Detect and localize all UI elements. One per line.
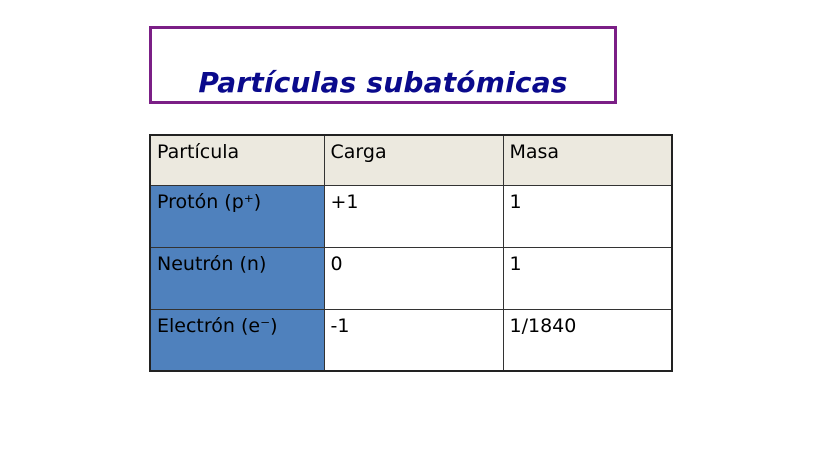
cell-charge: +1: [323, 184, 504, 248]
cell-particle: Neutrón (n): [149, 246, 325, 310]
cell-particle: Protón (p⁺): [149, 184, 325, 248]
table-row: Electrón (e⁻) -1 1/1840: [149, 308, 673, 372]
title-box: Partículas subatómicas: [149, 26, 617, 104]
cell-particle: Electrón (e⁻): [149, 308, 325, 372]
header-particle: Partícula: [149, 134, 325, 186]
cell-mass: 1/1840: [502, 308, 673, 372]
header-charge: Carga: [323, 134, 504, 186]
cell-charge: 0: [323, 246, 504, 310]
cell-mass: 1: [502, 184, 673, 248]
page-title: Partículas subatómicas: [198, 66, 568, 99]
particles-table: Partícula Carga Masa Protón (p⁺) +1 1 Ne…: [149, 134, 673, 372]
cell-charge: -1: [323, 308, 504, 372]
table-row: Protón (p⁺) +1 1: [149, 184, 673, 248]
table-row: Neutrón (n) 0 1: [149, 246, 673, 310]
header-mass: Masa: [502, 134, 673, 186]
cell-mass: 1: [502, 246, 673, 310]
table-header-row: Partícula Carga Masa: [149, 134, 673, 186]
